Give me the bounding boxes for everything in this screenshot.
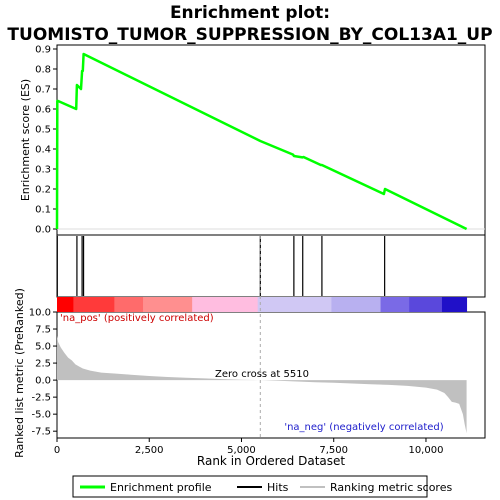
- rank-bar-segment: [409, 297, 443, 312]
- legend: Enrichment profile Hits Ranking metric s…: [72, 475, 452, 498]
- x-tick-label: 0: [54, 445, 60, 456]
- neg-annotation: 'na_neg' (negatively correlated): [284, 422, 443, 433]
- hits-panel-frame: [56, 234, 486, 298]
- chart-title: Enrichment plot:: [170, 3, 330, 23]
- metric-ytick-label: -7.5: [31, 427, 51, 438]
- es-ytick-label: 0.7: [35, 85, 51, 96]
- es-ytick-label: 0.6: [35, 105, 51, 116]
- rank-bar-segment: [331, 297, 382, 312]
- metric-ylabel: Ranked list metric (PreRanked): [13, 288, 26, 458]
- hit-marks: [56, 236, 386, 296]
- metric-ytick-label: -2.5: [31, 393, 51, 404]
- es-ticks: 0.0 0.1 0.2 0.3 0.4 0.5 0.6 0.7 0.8 0.9: [35, 45, 485, 236]
- ranking-metric-area: [57, 335, 467, 434]
- es-ytick-label: 0.5: [35, 125, 51, 136]
- x-tick-label: 5,000: [227, 445, 256, 456]
- metric-ytick-label: 10.0: [29, 308, 51, 319]
- pos-annotation: 'na_pos' (positively correlated): [60, 313, 214, 324]
- rank-bar-segment: [257, 297, 332, 312]
- es-ytick-label: 0.3: [35, 165, 51, 176]
- metric-ytick-label: 0.0: [35, 376, 51, 387]
- es-ytick-label: 0.0: [35, 225, 51, 236]
- es-ytick-label: 0.1: [35, 205, 51, 216]
- metric-ytick-label: 7.5: [35, 325, 51, 336]
- es-ytick-label: 0.4: [35, 145, 51, 156]
- es-ylabel: Enrichment score (ES): [19, 79, 32, 201]
- x-tick-label: 7,500: [319, 445, 348, 456]
- legend-label-enrichment: Enrichment profile: [110, 481, 212, 494]
- es-ytick-label: 0.8: [35, 65, 51, 76]
- metric-ytick-label: -5.0: [31, 410, 51, 421]
- rank-bar-segment: [441, 297, 468, 312]
- metric-series: [57, 335, 467, 434]
- x-axis-label: Rank in Ordered Dataset: [197, 454, 345, 468]
- zero-cross-annotation: Zero cross at 5510: [215, 369, 309, 380]
- es-series: [55, 52, 468, 231]
- chart-subtitle: TUOMISTO_TUMOR_SUPPRESSION_BY_COL13A1_UP: [7, 25, 492, 45]
- rank-bar-segment: [73, 297, 115, 312]
- metric-ticks: 10.0 7.5 5.0 2.5 0.0 -2.5 -5.0 -7.5: [29, 308, 57, 438]
- rank-bar-segment: [192, 297, 259, 312]
- es-ytick-label: 0.9: [35, 45, 51, 56]
- metric-ytick-label: 5.0: [35, 342, 51, 353]
- x-tick-label: 2,500: [135, 445, 164, 456]
- metric-ytick-label: 2.5: [35, 359, 51, 370]
- enrichment-profile-line: [55, 52, 468, 231]
- x-tick-label: 10,000: [408, 445, 443, 456]
- x-ticks: 0 2,500 5,000 7,500 10,000: [54, 438, 443, 456]
- legend-label-hits: Hits: [267, 481, 289, 494]
- rank-bar-segment: [114, 297, 144, 312]
- rank-bar-segment: [380, 297, 410, 312]
- rank-bar-segment: [57, 297, 74, 312]
- es-ytick-label: 0.2: [35, 185, 51, 196]
- rank-color-bar: [57, 297, 468, 312]
- rank-bar-segment: [143, 297, 193, 312]
- legend-label-metric: Ranking metric scores: [330, 481, 452, 494]
